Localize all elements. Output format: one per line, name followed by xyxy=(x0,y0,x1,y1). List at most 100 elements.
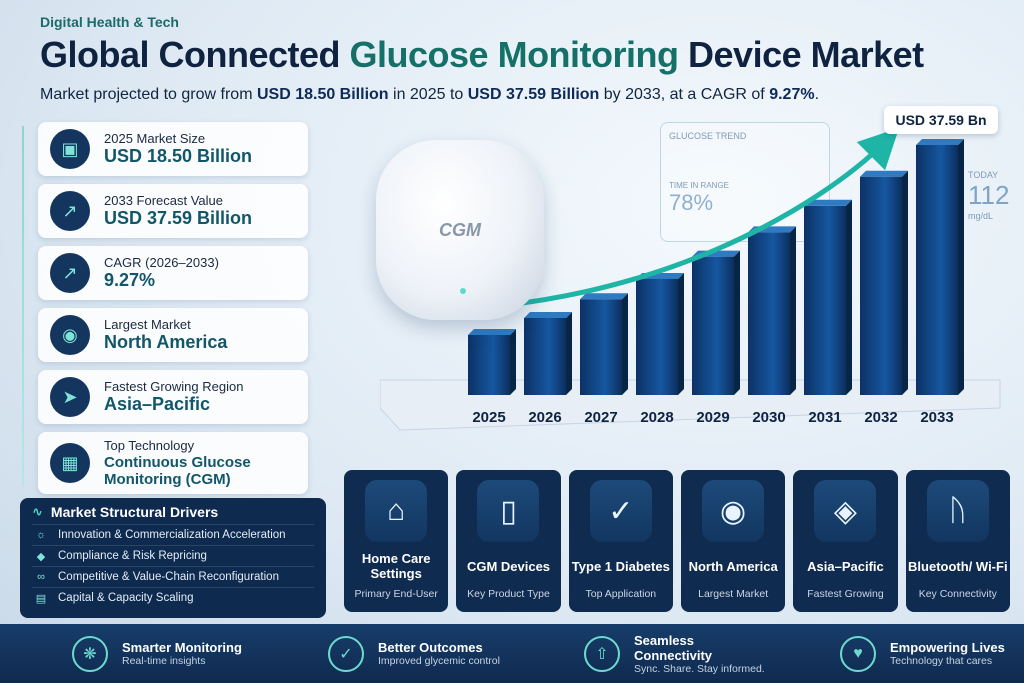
bar-top xyxy=(580,293,628,300)
kpi-label: CAGR (2026–2033) xyxy=(104,254,219,270)
driver-label: Innovation & Commercialization Accelerat… xyxy=(58,529,286,541)
chip-icon: ▦ xyxy=(50,443,90,483)
kpi-value: Asia–Pacific xyxy=(104,394,211,415)
timeline-line xyxy=(22,126,24,486)
kpi-label: Largest Market xyxy=(104,316,191,332)
footer-title: Better Outcomes xyxy=(378,640,483,655)
driver-label: Competitive & Value-Chain Reconfiguratio… xyxy=(58,571,279,583)
home-medical-icon: ⌂ xyxy=(365,480,428,542)
title-highlight: Glucose Monitoring xyxy=(349,34,680,75)
bar-side xyxy=(734,250,740,395)
lightbulb-icon: ☼ xyxy=(35,529,47,541)
today-value: 112 xyxy=(968,180,1010,210)
x-tick-label: 2028 xyxy=(640,409,673,426)
footer-title: Seamless Connectivity xyxy=(634,632,713,663)
title-part-3: Device Market xyxy=(678,34,924,75)
kpi-card: ▣ 2025 Market Size USD 18.50 Billion xyxy=(38,122,308,176)
tile-name: Asia–Pacific xyxy=(807,558,884,574)
pulse-icon: ∿ xyxy=(32,504,43,519)
bar-side xyxy=(510,329,516,395)
bar-chart: 2025 2026 2027 2028 2029 2030 2031 2032 2033 xyxy=(380,127,1001,431)
device-label: CGM xyxy=(439,219,481,240)
x-tick-label: 2032 xyxy=(864,409,897,426)
x-tick-label: 2027 xyxy=(584,409,617,426)
shield-check-icon: ✓ xyxy=(328,635,364,672)
rocket-icon: ➤ xyxy=(50,377,90,417)
tile-north-america: ◉ North America Largest Market xyxy=(680,470,786,612)
bar-side xyxy=(790,226,796,395)
bar-side xyxy=(846,199,852,395)
driver-item: ▤ Capital & Capacity Scaling xyxy=(32,587,314,608)
shield-icon: ◆ xyxy=(36,550,46,563)
bar-top xyxy=(804,199,852,206)
x-tick-label: 2025 xyxy=(472,409,505,426)
briefcase-icon: ▣ xyxy=(50,129,90,169)
bar-2027 xyxy=(580,299,622,395)
globe-icon: ◉ xyxy=(50,315,90,355)
footer-item: ❋ Smarter Monitoring Real-time insights xyxy=(0,624,256,683)
cgm-device-icon: ▯ xyxy=(477,480,540,542)
device-led xyxy=(460,288,466,294)
page-title: Global Connected Glucose Monitoring Devi… xyxy=(40,34,924,76)
subtitle-value: USD 37.59 Billion xyxy=(467,86,600,103)
footer-item: ✓ Better Outcomes Improved glycemic contro… xyxy=(256,624,512,683)
bar-top xyxy=(524,311,572,318)
tile-name: North America xyxy=(688,558,778,574)
kpi-label: Top Technology xyxy=(104,437,195,453)
kpi-list: ▣ 2025 Market Size USD 18.50 Billion ↗ 2033… xyxy=(38,122,308,502)
tile-name: Type 1 Diabetes xyxy=(571,558,670,574)
cgm-device: CGM xyxy=(376,140,544,320)
glucose-trend-panel: GLUCOSE TREND TIME IN RANGE 78% xyxy=(660,122,830,242)
tile-sub: Primary End-User xyxy=(354,588,438,600)
glucose-trend-title: GLUCOSE TREND xyxy=(669,131,747,141)
footer-sub: Improved glycemic control xyxy=(378,655,500,667)
tile-sub: Key Product Type xyxy=(467,588,550,600)
today-panel: TODAY 112 mg/dL xyxy=(968,170,1024,300)
kpi-value: 9.27% xyxy=(104,270,156,291)
bar-side xyxy=(678,272,684,395)
kpi-label: 2025 Market Size xyxy=(104,130,206,146)
kpi-card: ▦ Top Technology Continuous Glucose Monito… xyxy=(38,432,308,494)
subtitle-text: by 2033, at a CAGR of xyxy=(599,86,770,103)
x-tick-label: 2033 xyxy=(920,409,953,426)
bluetooth-icon: ᚢ xyxy=(926,480,989,542)
bar-2029 xyxy=(692,256,734,395)
drivers-header: ∿ Market Structural Drivers xyxy=(32,504,314,520)
subtitle-text: . xyxy=(814,86,820,103)
bar-2031 xyxy=(804,205,846,395)
tile-name: Bluetooth/ Wi-Fi xyxy=(908,558,1008,574)
tile-type1-diabetes: ✓ Type 1 Diabetes Top Application xyxy=(568,470,673,612)
bar-side xyxy=(958,139,964,395)
tile-sub: Largest Market xyxy=(698,588,769,600)
kpi-value: USD 37.59 Billion xyxy=(104,208,253,229)
bar-2026 xyxy=(524,317,566,395)
x-tick-label: 2029 xyxy=(696,409,729,426)
tile-bluetooth-wifi: ᚢ Bluetooth/ Wi-Fi Key Connectivity xyxy=(905,470,1010,612)
tile-asia-pacific: ◈ Asia–Pacific Fastest Growing xyxy=(793,470,898,612)
today-unit: mg/dL xyxy=(968,211,994,221)
time-in-range-label: TIME IN RANGE xyxy=(669,181,730,190)
tile-home-care: ⌂ Home Care Settings Primary End-User xyxy=(344,470,449,612)
subtitle-text: in 2025 to xyxy=(388,86,468,103)
kpi-label: Fastest Growing Region xyxy=(104,378,244,394)
footer-sub: Technology that cares xyxy=(890,655,993,667)
kpi-label: 2033 Forecast Value xyxy=(104,192,223,208)
footer-item: ⇧ Seamless Connectivity Sync. Share. Stay … xyxy=(512,624,768,683)
growth-chart-icon: ↗ xyxy=(50,191,90,231)
category-tag: Digital Health & Tech xyxy=(40,14,179,30)
subtitle-text: Market projected to grow from xyxy=(40,86,257,103)
driver-label: Compliance & Risk Repricing xyxy=(58,550,207,562)
tile-sub: Key Connectivity xyxy=(918,588,997,600)
drivers-panel: ∿ Market Structural Drivers ☼ Innovation &… xyxy=(20,498,326,618)
tile-name: Home Care Settings xyxy=(361,551,431,581)
footer-sub: Sync. Share. Stay informed. xyxy=(634,662,765,675)
kpi-card: ↗ CAGR (2026–2033) 9.27% xyxy=(38,246,308,300)
today-label: TODAY xyxy=(968,170,999,180)
kpi-card: ◉ Largest Market North America xyxy=(38,308,308,362)
north-america-map-icon: ◉ xyxy=(702,480,765,542)
bar-2025 xyxy=(468,335,510,395)
x-tick-label: 2030 xyxy=(752,409,785,426)
subtitle-value: 9.27% xyxy=(769,86,815,103)
bar-top xyxy=(916,139,964,145)
bar-side xyxy=(902,170,908,395)
